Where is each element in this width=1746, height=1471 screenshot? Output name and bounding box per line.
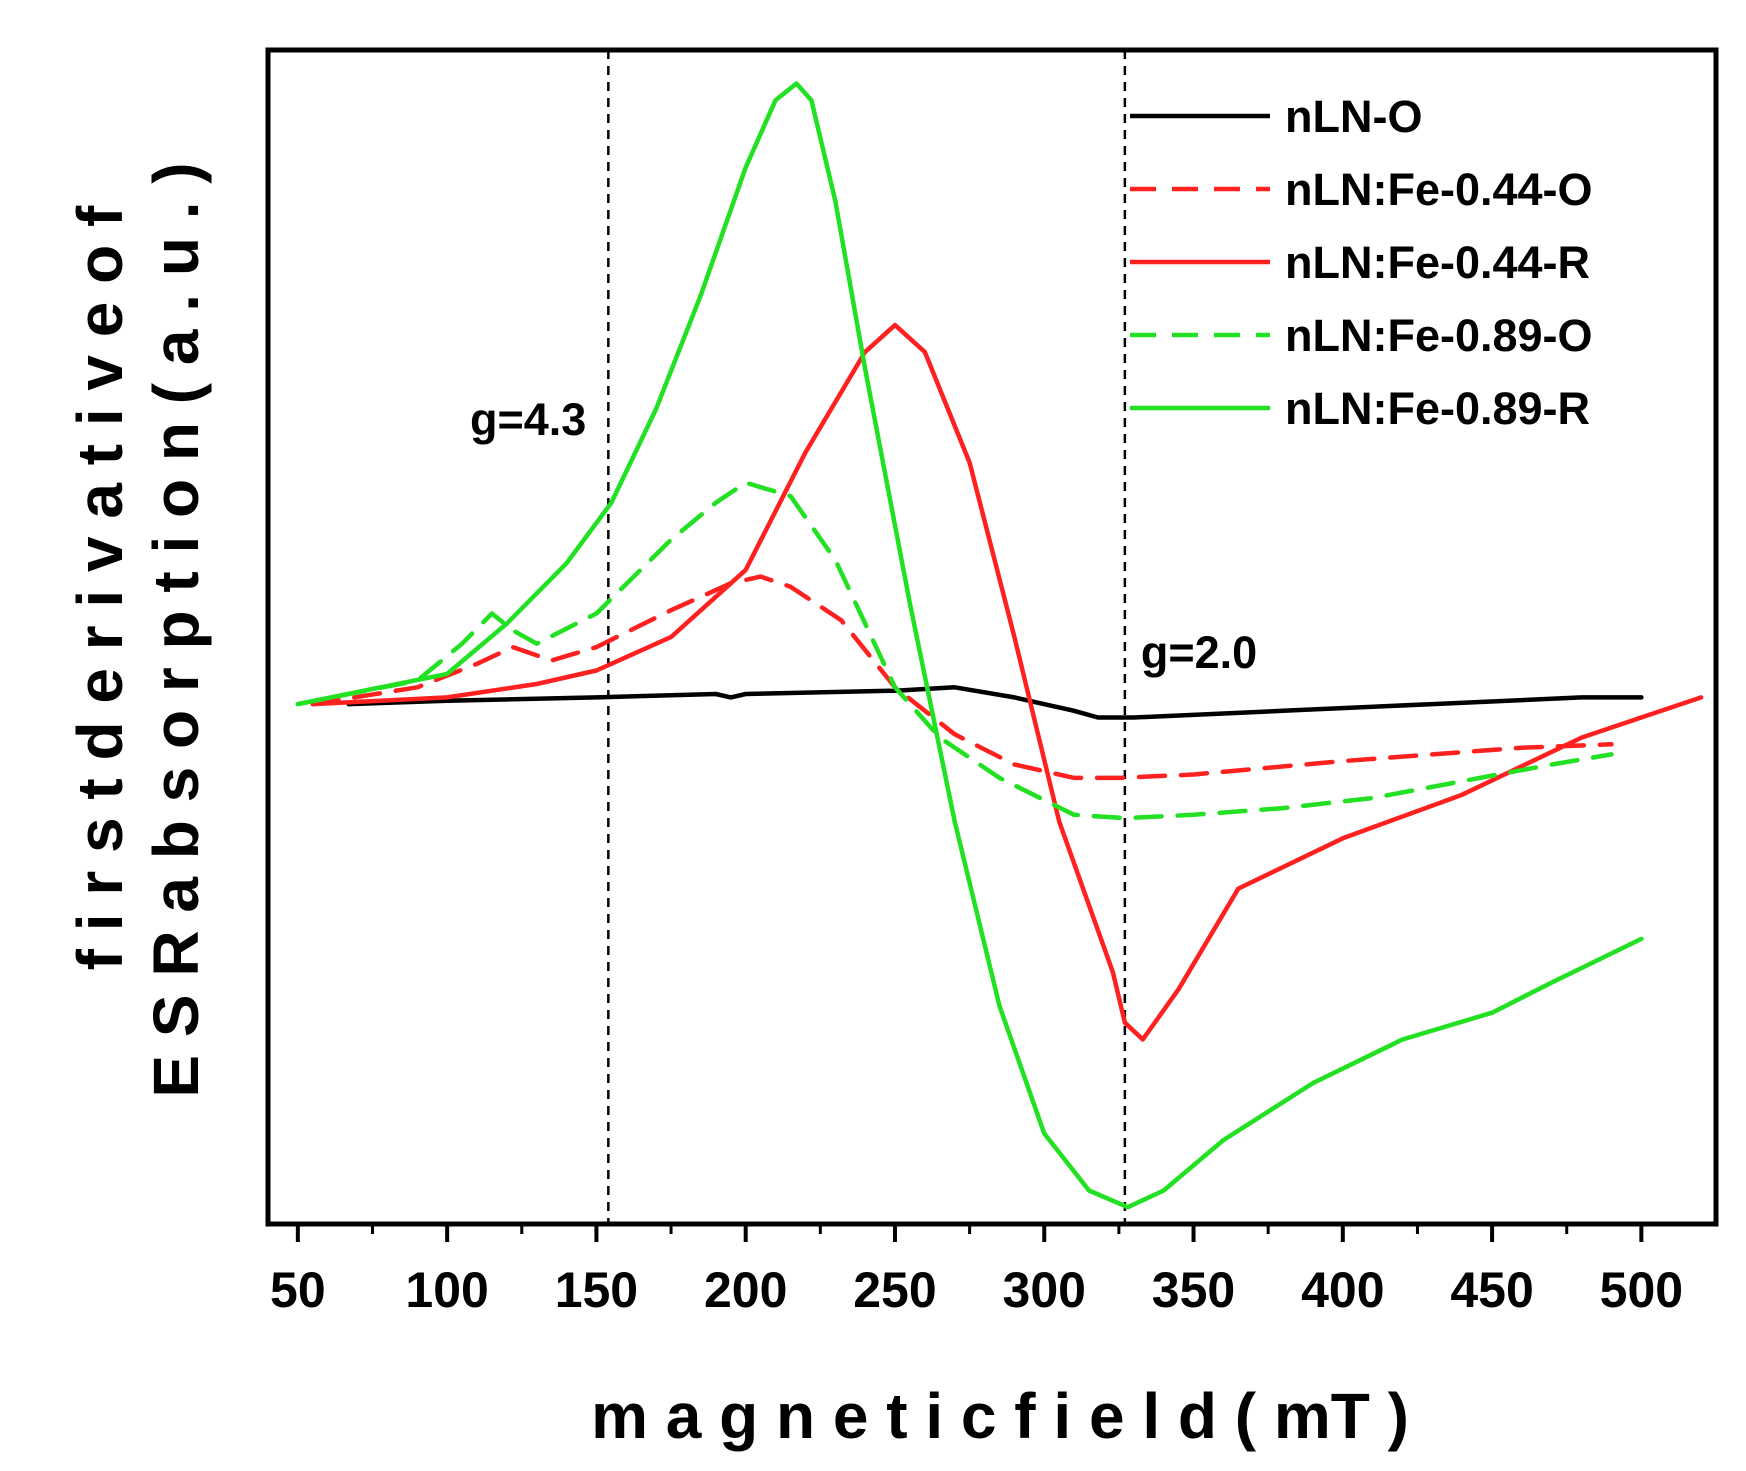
legend: nLN-O nLN:Fe-0.44-O nLN:Fe-0.44-R nLN:Fe-0.… — [1130, 91, 1593, 434]
legend-label-4: nLN:Fe-0.89-O — [1285, 310, 1593, 361]
plot-area — [295, 81, 1704, 1210]
legend-label-2: nLN:Fe-0.44-O — [1285, 164, 1593, 215]
x-tick-label-350: 350 — [1152, 1262, 1235, 1318]
x-axis-title: m a g n e t i c f i e l d ( mT ) — [591, 1380, 1409, 1452]
series-line-3 — [310, 322, 1704, 1042]
series-line-2 — [310, 574, 1614, 781]
x-tick-label-100: 100 — [405, 1262, 488, 1318]
series-line-1 — [346, 685, 1644, 720]
legend-label-3: nLN:Fe-0.44-R — [1285, 237, 1590, 288]
x-axis: 50 100 150 200 250 300 350 400 450 500 — [270, 1224, 1683, 1318]
y-axis-title-line2: E S R a b s o r p t i o n ( a . u . ) — [140, 162, 212, 1097]
x-tick-label-300: 300 — [1003, 1262, 1086, 1318]
x-tick-label-250: 250 — [853, 1262, 936, 1318]
annotation-label-2: g=2.0 — [1141, 627, 1257, 678]
plot-frame — [265, 47, 1719, 1227]
annotation-label-1: g=4.3 — [470, 394, 586, 445]
reference-lines: g=4.3 g=2.0 — [470, 50, 1257, 1224]
legend-label-1: nLN-O — [1285, 91, 1422, 142]
y-axis-title-line1: f i r s t d e r i v a t i v e o f — [64, 205, 136, 970]
x-tick-label-450: 450 — [1450, 1262, 1533, 1318]
x-tick-label-400: 400 — [1301, 1262, 1384, 1318]
x-tick-label-50: 50 — [270, 1262, 326, 1318]
series-line-4 — [295, 480, 1614, 821]
x-tick-label-200: 200 — [704, 1262, 787, 1318]
x-tick-label-150: 150 — [555, 1262, 638, 1318]
series-line-5 — [295, 81, 1644, 1210]
x-tick-label-500: 500 — [1600, 1262, 1683, 1318]
legend-label-5: nLN:Fe-0.89-R — [1285, 383, 1590, 434]
